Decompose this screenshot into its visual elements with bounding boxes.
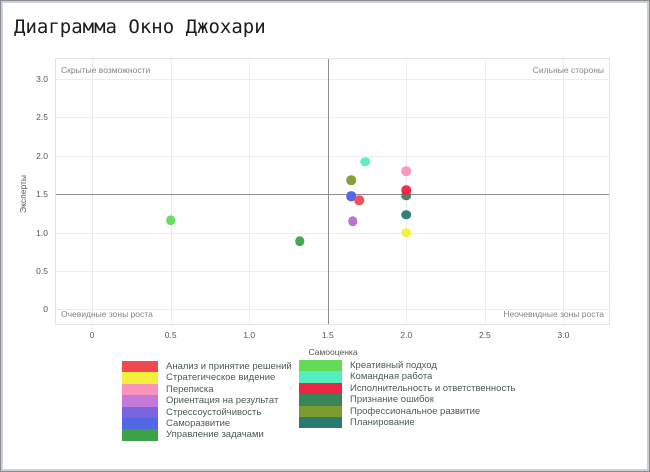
legend-swatch-self-development — [122, 417, 158, 430]
legend-swatch-correspondence — [122, 383, 158, 396]
legend-item-correspondence[interactable]: Переписка — [122, 383, 292, 396]
legend-swatch-result-orientation — [122, 395, 158, 407]
y-gridline — [56, 117, 609, 119]
legend-swatch-planning — [299, 416, 342, 429]
legend-item-label: Планирование — [350, 416, 415, 428]
y-tick-label: 0.5 — [36, 266, 48, 276]
y-tick-label: 1.5 — [36, 189, 48, 200]
y-tick-label: 2.5 — [36, 112, 48, 123]
legend-item-label: Признание ошибок — [350, 394, 434, 406]
x-tick-label: 0 — [89, 330, 95, 340]
legend-item-result-orientation[interactable]: Ориентация на результат — [122, 395, 292, 407]
legend-item-strategic-vision[interactable]: Стратегическое видение — [122, 372, 292, 384]
y-gridline — [56, 271, 609, 272]
x-tick-label: 1.0 — [243, 330, 256, 340]
x-gridline — [484, 59, 486, 324]
legend-item-label: Управление задачами — [166, 429, 264, 441]
chart-canvas: Диаграмма Окно Джохари Скрытые возможнос… — [3, 3, 647, 469]
data-point-creative[interactable] — [165, 215, 176, 226]
y-gridline — [56, 309, 609, 311]
quadrant-label-nonobvious-growth: Неочевидные зоны роста — [503, 309, 604, 319]
y-tick-label: 0 — [43, 304, 48, 315]
x-axis-title: Самооценка — [308, 347, 358, 357]
legend-item-planning[interactable]: Планирование — [299, 416, 516, 429]
legend-item-stress-resistance[interactable]: Стрессоустойчивость — [122, 406, 292, 418]
legend-item-analysis-decisions[interactable]: Анализ и принятие решений — [122, 361, 292, 373]
data-point-planning[interactable] — [401, 210, 412, 220]
legend-swatch-professional-dev — [299, 405, 342, 417]
x-gridline — [563, 59, 565, 324]
quadrant-divider-vertical — [327, 59, 329, 324]
data-point-teamwork[interactable] — [360, 157, 371, 167]
quadrant-label-obvious-growth: Очевидные зоны роста — [61, 309, 153, 319]
y-axis-title: Эксперты — [18, 174, 28, 214]
legend-item-teamwork[interactable]: Командная работа — [299, 371, 516, 383]
data-point-strategic-vision[interactable] — [401, 227, 412, 238]
legend-swatch-strategic-vision — [122, 372, 158, 384]
page-title: Диаграмма Окно Джохари — [14, 16, 266, 38]
data-point-professional-dev[interactable] — [346, 175, 357, 186]
data-point-diligence[interactable] — [401, 185, 412, 196]
x-tick-label: 2.5 — [478, 330, 491, 340]
legend-swatch-diligence — [299, 382, 342, 395]
legend-item-professional-dev[interactable]: Профессиональное развитие — [299, 405, 516, 417]
x-gridline — [170, 59, 172, 324]
legend-item-diligence[interactable]: Исполнительность и ответственность — [299, 382, 516, 395]
x-tick-label: 3.0 — [557, 330, 570, 340]
quadrant-label-hidden-opportunities: Скрытые возможности — [61, 65, 151, 75]
legend-item-label: Креативный подход — [350, 360, 437, 371]
legend-item-label: Саморазвитие — [166, 417, 231, 429]
y-tick-label: 2.0 — [36, 150, 48, 161]
legend-column-left: Анализ и принятие решений Стратегическое … — [122, 361, 292, 441]
data-point-self-development[interactable] — [346, 191, 357, 202]
x-tick-label: 2.0 — [400, 330, 413, 340]
legend-item-label: Переписка — [166, 383, 214, 395]
data-point-task-management[interactable] — [294, 236, 305, 246]
quadrant-label-strengths: Сильные стороны — [532, 65, 604, 75]
legend-item-label: Профессиональное развитие — [350, 405, 481, 417]
data-point-admit-mistakes[interactable] — [401, 190, 412, 201]
x-gridline — [249, 59, 251, 324]
legend-item-self-development[interactable]: Саморазвитие — [122, 417, 292, 430]
data-point-analysis-decisions[interactable] — [354, 195, 364, 206]
legend-swatch-teamwork — [299, 371, 342, 383]
legend-item-label: Стрессоустойчивость — [166, 406, 262, 418]
legend-item-label: Стратегическое видение — [166, 372, 276, 384]
legend-swatch-stress-resistance — [122, 406, 158, 418]
y-tick-label: 1.0 — [36, 227, 48, 238]
y-gridline — [56, 155, 609, 157]
legend-column-right: Креативный подход Командная работа Исполни… — [299, 360, 516, 429]
x-gridline — [92, 59, 94, 324]
legend-swatch-creative — [299, 360, 342, 372]
y-gridline — [56, 78, 609, 80]
x-tick-label: 1.5 — [321, 330, 334, 340]
legend-item-label: Командная работа — [350, 371, 433, 383]
legend-swatch-analysis-decisions — [122, 361, 158, 373]
quadrant-divider-horizontal — [56, 194, 609, 196]
legend-item-label: Исполнительность и ответственность — [350, 382, 516, 394]
legend-item-label: Ориентация на результат — [166, 395, 279, 407]
x-tick-label: 0.5 — [164, 330, 177, 340]
data-point-correspondence[interactable] — [401, 166, 412, 176]
data-point-result-orientation[interactable] — [348, 216, 358, 226]
legend-item-task-management[interactable]: Управление задачами — [122, 429, 292, 441]
legend-item-admit-mistakes[interactable]: Признание ошибок — [299, 394, 516, 406]
legend-item-creative[interactable]: Креативный подход — [299, 360, 516, 372]
legend-item-label: Анализ и принятие решений — [166, 361, 292, 372]
legend-swatch-task-management — [122, 429, 158, 441]
y-gridline — [56, 232, 609, 234]
y-tick-label: 3.0 — [36, 73, 48, 84]
plot-area: Скрытые возможности Сильные стороны Очев… — [36, 58, 610, 340]
legend-swatch-admit-mistakes — [299, 394, 342, 406]
